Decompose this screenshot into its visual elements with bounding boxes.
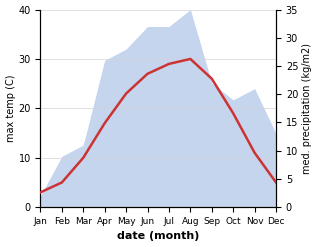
Y-axis label: med. precipitation (kg/m2): med. precipitation (kg/m2) (302, 43, 313, 174)
Y-axis label: max temp (C): max temp (C) (5, 75, 16, 142)
X-axis label: date (month): date (month) (117, 231, 199, 242)
